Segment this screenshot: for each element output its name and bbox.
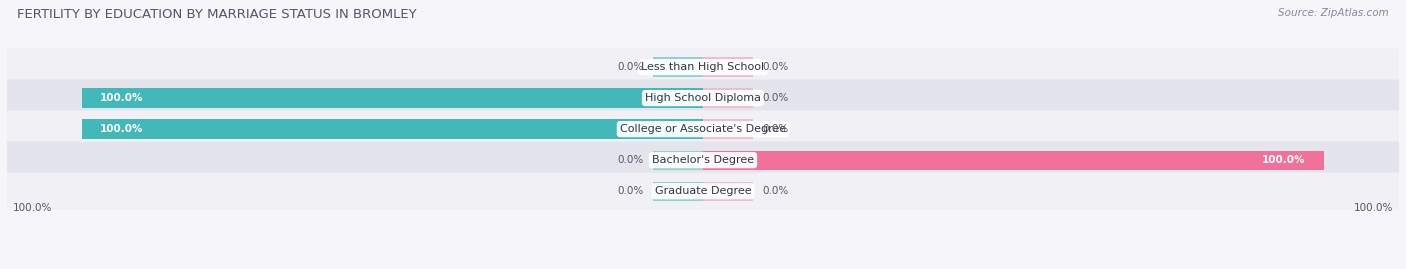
Bar	[82, 119, 703, 139]
Text: FERTILITY BY EDUCATION BY MARRIAGE STATUS IN BROMLEY: FERTILITY BY EDUCATION BY MARRIAGE STATU…	[17, 8, 416, 21]
Bar	[654, 182, 703, 201]
Text: 0.0%: 0.0%	[762, 93, 789, 103]
Text: Less than High School: Less than High School	[641, 62, 765, 72]
FancyBboxPatch shape	[6, 48, 1400, 86]
Text: 0.0%: 0.0%	[762, 186, 789, 196]
Text: Source: ZipAtlas.com: Source: ZipAtlas.com	[1278, 8, 1389, 18]
Bar	[703, 182, 752, 201]
Text: Graduate Degree: Graduate Degree	[655, 186, 751, 196]
Bar	[703, 151, 1324, 170]
Text: 100.0%: 100.0%	[100, 93, 143, 103]
Text: 0.0%: 0.0%	[617, 155, 644, 165]
FancyBboxPatch shape	[6, 111, 1400, 148]
Bar	[703, 57, 752, 77]
Bar	[82, 89, 703, 108]
Text: College or Associate's Degree: College or Associate's Degree	[620, 124, 786, 134]
Text: 100.0%: 100.0%	[100, 124, 143, 134]
Text: 0.0%: 0.0%	[617, 62, 644, 72]
Text: 0.0%: 0.0%	[617, 186, 644, 196]
Text: High School Diploma: High School Diploma	[645, 93, 761, 103]
FancyBboxPatch shape	[6, 79, 1400, 117]
Text: Bachelor's Degree: Bachelor's Degree	[652, 155, 754, 165]
Text: 100.0%: 100.0%	[1354, 203, 1393, 213]
Text: 0.0%: 0.0%	[762, 62, 789, 72]
Text: 100.0%: 100.0%	[13, 203, 52, 213]
Bar	[654, 151, 703, 170]
FancyBboxPatch shape	[6, 141, 1400, 179]
Text: 100.0%: 100.0%	[1263, 155, 1306, 165]
Bar	[654, 57, 703, 77]
Bar	[703, 89, 752, 108]
Bar	[703, 119, 752, 139]
Text: 0.0%: 0.0%	[762, 124, 789, 134]
FancyBboxPatch shape	[6, 173, 1400, 210]
